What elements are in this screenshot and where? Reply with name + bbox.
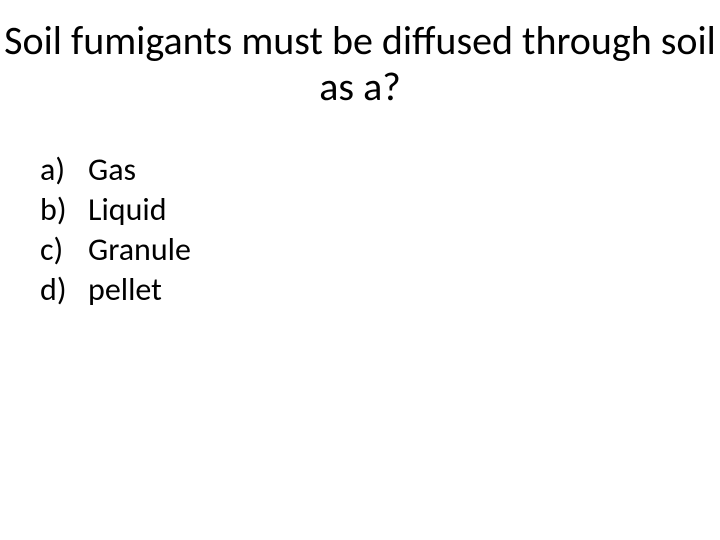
option-text: Liquid <box>88 190 167 230</box>
option-a: a) Gas <box>40 150 191 190</box>
question-title: Soil fumigants must be diffused through … <box>0 18 720 110</box>
option-c: c) Granule <box>40 230 191 270</box>
option-text: Granule <box>88 230 191 270</box>
option-marker: a) <box>40 150 88 190</box>
option-marker: b) <box>40 190 88 230</box>
option-text: Gas <box>88 150 136 190</box>
option-b: b) Liquid <box>40 190 191 230</box>
option-marker: c) <box>40 230 88 270</box>
option-marker: d) <box>40 270 88 310</box>
slide: Soil fumigants must be diffused through … <box>0 0 720 540</box>
options-list: a) Gas b) Liquid c) Granule d) pellet <box>40 150 191 310</box>
option-d: d) pellet <box>40 270 191 310</box>
option-text: pellet <box>88 270 162 310</box>
